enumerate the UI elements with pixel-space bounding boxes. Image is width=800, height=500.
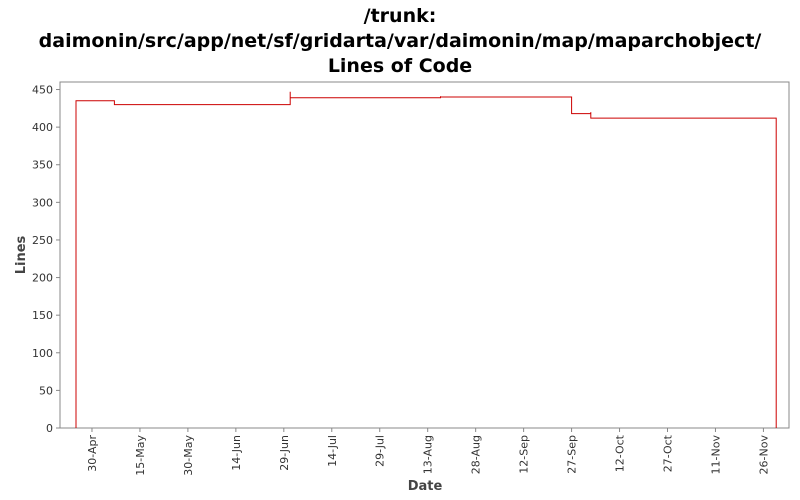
y-tick-label: 400 [32,121,53,134]
plot-area [59,81,790,429]
x-tick-label: 27-Sep [566,435,579,474]
y-axis-label: Lines [14,235,29,274]
x-tick-label: 14-Jul [326,435,339,467]
title-line-2: daimonin/src/app/net/sf/gridarta/var/dai… [38,30,762,52]
y-axis: 0 50 100 150 200 250 300 350 400 450 [32,84,60,435]
x-tick-label: 30-Apr [86,435,99,472]
x-tick-label: 29-Jun [278,435,291,471]
y-tick-label: 0 [46,422,53,435]
chart-title: /trunk: daimonin/src/app/net/sf/gridarta… [0,4,800,79]
y-tick-label: 300 [32,196,53,209]
series-line [75,91,777,428]
x-axis: 30-Apr 15-May 30-May 14-Jun 29-Jun 14-Jul 29-J… [86,428,770,476]
x-tick-label: 27-Oct [662,434,675,472]
x-tick-label: 30-May [182,435,195,476]
y-tick-label: 450 [32,84,53,97]
series-layer [75,91,777,428]
y-tick-label: 350 [32,159,53,172]
title-line-1: /trunk: [363,5,437,27]
x-tick-label: 13-Aug [422,435,435,474]
x-tick-label: 15-May [134,435,147,476]
y-tick-label: 100 [32,347,53,360]
x-tick-label: 11-Nov [709,435,722,475]
title-line-3: Lines of Code [327,55,473,77]
x-tick-label: 26-Nov [757,435,770,475]
y-tick-label: 250 [32,234,53,247]
y-tick-label: 200 [32,272,53,285]
x-tick-label: 28-Aug [470,435,483,474]
y-tick-label: 50 [39,384,53,397]
y-tick-label: 150 [32,309,53,322]
x-axis-label: Date [408,479,443,494]
x-tick-label: 12-Oct [614,434,627,472]
x-tick-label: 14-Jun [230,435,243,471]
x-tick-label: 29-Jul [374,435,387,467]
x-tick-label: 12-Sep [518,435,531,474]
